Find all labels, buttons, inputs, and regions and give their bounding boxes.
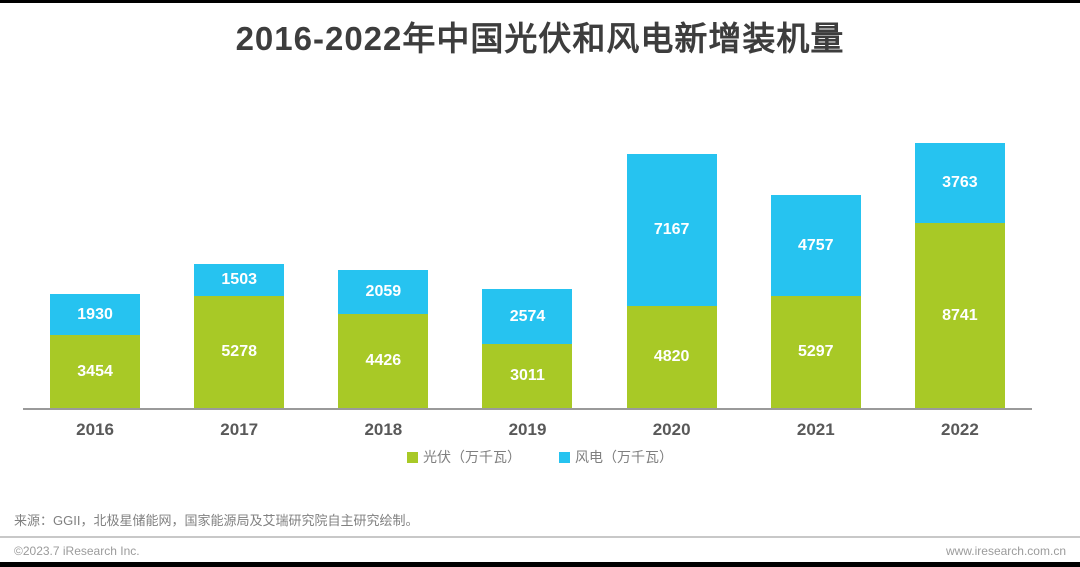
footer-divider <box>0 536 1080 538</box>
top-border-bar <box>0 0 1080 3</box>
bar-segment-wind: 4757 <box>770 195 861 296</box>
x-axis-label: 2017 <box>220 420 259 439</box>
bar-stack: 1503 5278 <box>194 264 285 408</box>
bar-stack: 7167 4820 <box>626 154 717 408</box>
bar-value-label: 4820 <box>653 348 690 365</box>
bar-group-2021: 4757 5297 <box>744 130 888 408</box>
plot-area: 1930 3454 1503 5278 2059 4426 2574 3011 7167 4820… <box>23 130 1032 410</box>
bar-segment-solar-pv: 8741 <box>914 223 1005 408</box>
bar-value-label: 2059 <box>365 283 402 300</box>
bar-value-label: 4426 <box>365 352 402 369</box>
bar-value-label: 3454 <box>77 362 113 380</box>
x-axis-label: 2022 <box>941 420 979 439</box>
legend: 光伏（万千瓦） 风电（万千瓦） <box>0 447 1080 467</box>
legend-item-wind: 风电（万千瓦） <box>559 447 673 467</box>
bar-group-2022: 3763 8741 <box>888 130 1032 408</box>
chart-title: 2016-2022年中国光伏和风电新增装机量 <box>235 20 845 57</box>
legend-swatch-wind-icon <box>559 451 570 463</box>
bar-value-label: 1930 <box>77 305 113 323</box>
x-axis-label: 2019 <box>508 420 547 439</box>
copyright-text: ©2023.7 iResearch Inc. <box>14 544 140 558</box>
x-axis-label: 2016 <box>76 420 114 439</box>
bar-segment-solar-pv: 5278 <box>194 296 285 408</box>
x-axis-label: 2018 <box>364 420 403 439</box>
x-axis-label: 2021 <box>796 420 835 439</box>
bar-segment-solar-pv: 3454 <box>50 335 141 408</box>
bar-stack: 2574 3011 <box>482 289 573 408</box>
legend-swatch-solar-pv-icon <box>407 451 418 463</box>
website-text: www.iresearch.com.cn <box>945 544 1066 558</box>
bar-segment-wind: 7167 <box>626 154 717 306</box>
bar-segment-wind: 2059 <box>338 270 429 314</box>
bar-segment-solar-pv: 4426 <box>338 314 429 408</box>
bar-stack: 4757 5297 <box>770 195 861 408</box>
bar-value-label: 4757 <box>797 236 834 254</box>
bar-value-label: 7167 <box>653 221 690 238</box>
bar-value-label: 3011 <box>510 367 545 384</box>
bar-group-2020: 7167 4820 <box>600 130 744 408</box>
bottom-border-bar <box>0 562 1080 567</box>
bar-stack: 3763 8741 <box>914 143 1005 408</box>
bar-value-label: 2574 <box>509 307 546 325</box>
bar-value-label: 5278 <box>221 343 257 360</box>
bar-value-label: 5297 <box>797 343 834 360</box>
source-note: 来源：GGII，北极星储能网，国家能源局及艾瑞研究院自主研究绘制。 <box>14 513 419 528</box>
legend-label: 风电（万千瓦） <box>575 449 673 465</box>
bar-value-label: 1503 <box>221 271 257 288</box>
bar-value-label: 8741 <box>942 306 978 324</box>
bar-segment-wind: 1503 <box>194 264 285 296</box>
bar-segment-solar-pv: 3011 <box>482 344 573 408</box>
bar-group-2019: 2574 3011 <box>455 130 599 408</box>
x-axis-label: 2020 <box>652 420 691 439</box>
bar-group-2018: 2059 4426 <box>311 130 455 408</box>
legend-label: 光伏（万千瓦） <box>423 449 521 465</box>
bar-segment-wind: 3763 <box>914 143 1005 223</box>
bar-segment-wind: 1930 <box>50 294 141 335</box>
footer: ©2023.7 iResearch Inc. www.iresearch.com… <box>0 543 1080 559</box>
x-axis: 2016 2017 2018 2019 2020 2021 2022 <box>23 412 1032 444</box>
bar-segment-solar-pv: 4820 <box>626 306 717 408</box>
legend-item-solar-pv: 光伏（万千瓦） <box>407 447 521 467</box>
bar-segment-wind: 2574 <box>482 289 573 344</box>
bar-stack: 2059 4426 <box>338 270 429 408</box>
bar-segment-solar-pv: 5297 <box>770 296 861 408</box>
bar-chart: 1930 3454 1503 5278 2059 4426 2574 3011 7167 4820… <box>23 130 1032 410</box>
bar-stack: 1930 3454 <box>50 294 141 408</box>
bar-value-label: 3763 <box>942 174 978 191</box>
bar-group-2016: 1930 3454 <box>23 130 167 408</box>
bar-group-2017: 1503 5278 <box>167 130 311 408</box>
